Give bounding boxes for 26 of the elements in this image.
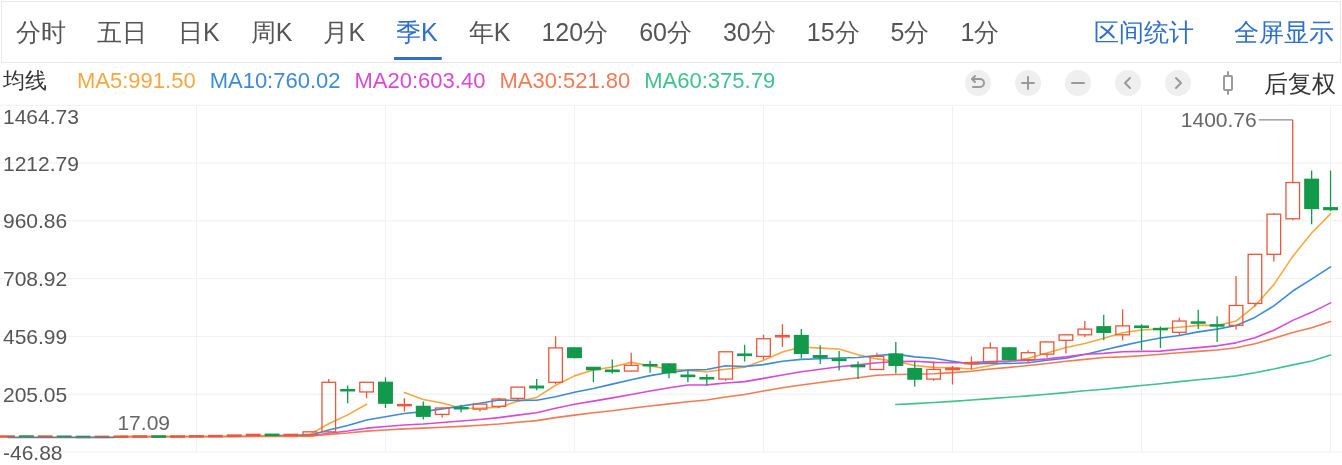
y-tick-label: -46.88 [3,440,63,464]
tab-label: 分时 [16,18,66,46]
y-tick-label: 205.05 [3,382,68,406]
y-tick-label: 1212.79 [3,151,79,175]
tab-label: 月K [323,18,366,46]
tab-label: 周K [250,18,293,46]
tab-label: 五日 [97,18,147,46]
y-tick-label: 456.99 [3,324,68,348]
tab-label: 30分 [722,18,776,46]
annotation: 17.09 [117,410,170,434]
legend: 均线 MA5:991.50 MA10:760.02 MA20:603.40 MA30:521.80 MA60:375.79 [3,67,776,93]
tab-label: 15分 [806,18,860,46]
tab-label: 年K [468,18,511,46]
y-tick-label: 708.92 [3,267,68,291]
tab-label: 季K [396,18,438,46]
link-label: 全屏显示 [1234,18,1334,46]
tab-label: 日K [178,18,220,46]
adjust-label: 后复权 [1264,69,1336,97]
tab-label: 120分 [541,18,609,46]
y-tick-label: 1464.73 [3,104,79,128]
tab-label: 1分 [960,18,1000,46]
tab-label: 5分 [890,18,930,46]
tab-label: 60分 [639,18,692,46]
annotation: 1400.76 [1180,108,1257,132]
link-label: 区间统计 [1094,18,1194,46]
y-tick-label: 960.86 [3,209,68,233]
